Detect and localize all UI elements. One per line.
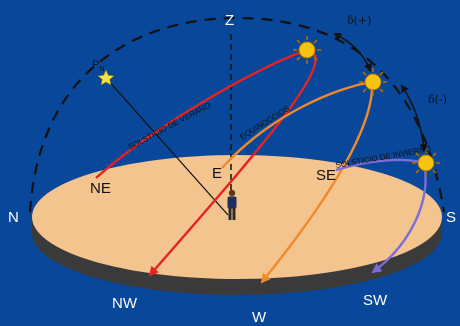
label-east: E [212,165,222,182]
label-northeast: NE [90,180,111,197]
horizon-disc [32,155,442,279]
polar-axis [105,77,229,216]
label-pole: PN [92,59,104,73]
label-south: S [446,209,456,226]
pole-star-icon [97,69,115,86]
observer-icon [227,189,237,220]
sun-icon [359,68,387,96]
label-declination-minus: δ(-) [428,93,447,106]
declination-minus-arrow [400,84,428,152]
label-southwest: SW [363,292,388,309]
sun-icon [412,149,440,177]
label-north: N [8,209,19,226]
sun-icon [293,36,321,64]
label-zenith: Z [225,12,234,29]
label-equinox: EQUINOCCIOS [238,104,291,142]
celestial-dome [28,16,446,213]
declination-plus-arrow [333,32,372,72]
label-northwest: NW [112,295,138,312]
label-summer-solstice: SOLSTICIO DE VERANO [127,101,212,152]
label-declination-plus: δ(+) [347,14,371,27]
label-west: W [252,309,267,326]
horizon-plane [32,155,442,295]
label-southeast: SE [316,167,336,184]
